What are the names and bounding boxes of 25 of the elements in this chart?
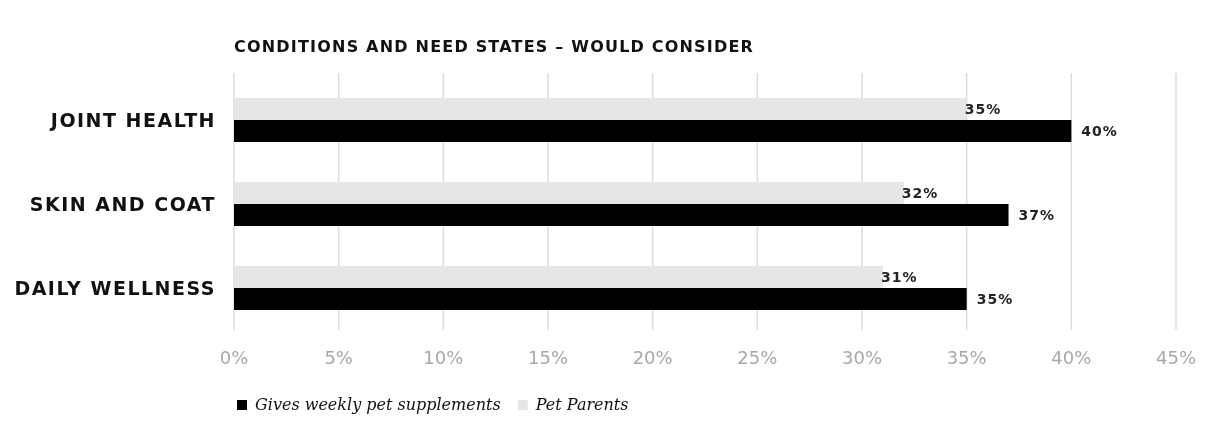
bar: [234, 120, 1072, 142]
bar: [234, 204, 1009, 226]
x-tick-label: 45%: [1155, 347, 1197, 368]
bar: [234, 288, 967, 310]
legend-label: Gives weekly pet supplements: [255, 395, 501, 414]
x-tick-label: 5%: [324, 347, 353, 368]
x-tick-label: 20%: [632, 347, 673, 368]
data-label: 35%: [964, 101, 1002, 117]
y-tick-label: SKIN AND COAT: [29, 193, 216, 215]
x-tick-label: 35%: [946, 347, 987, 368]
data-label: 35%: [976, 291, 1014, 307]
data-label: 31%: [880, 269, 918, 285]
data-label: 37%: [1018, 207, 1056, 223]
data-label: 40%: [1081, 123, 1118, 139]
y-tick-label: JOINT HEALTH: [48, 109, 216, 131]
x-tick-label: 25%: [737, 347, 778, 368]
y-tick-label: DAILY WELLNESS: [14, 277, 216, 299]
data-label: 32%: [901, 185, 939, 201]
chart-title: CONDITIONS AND NEED STATES – WOULD CONSIDER: [234, 37, 755, 56]
x-tick-label: 10%: [423, 347, 464, 368]
x-tick-label: 15%: [527, 347, 569, 368]
x-tick-label: 0%: [219, 347, 249, 368]
x-tick-label: 40%: [1051, 347, 1092, 368]
legend-label: Pet Parents: [534, 395, 629, 414]
x-tick-label: 30%: [841, 347, 883, 368]
